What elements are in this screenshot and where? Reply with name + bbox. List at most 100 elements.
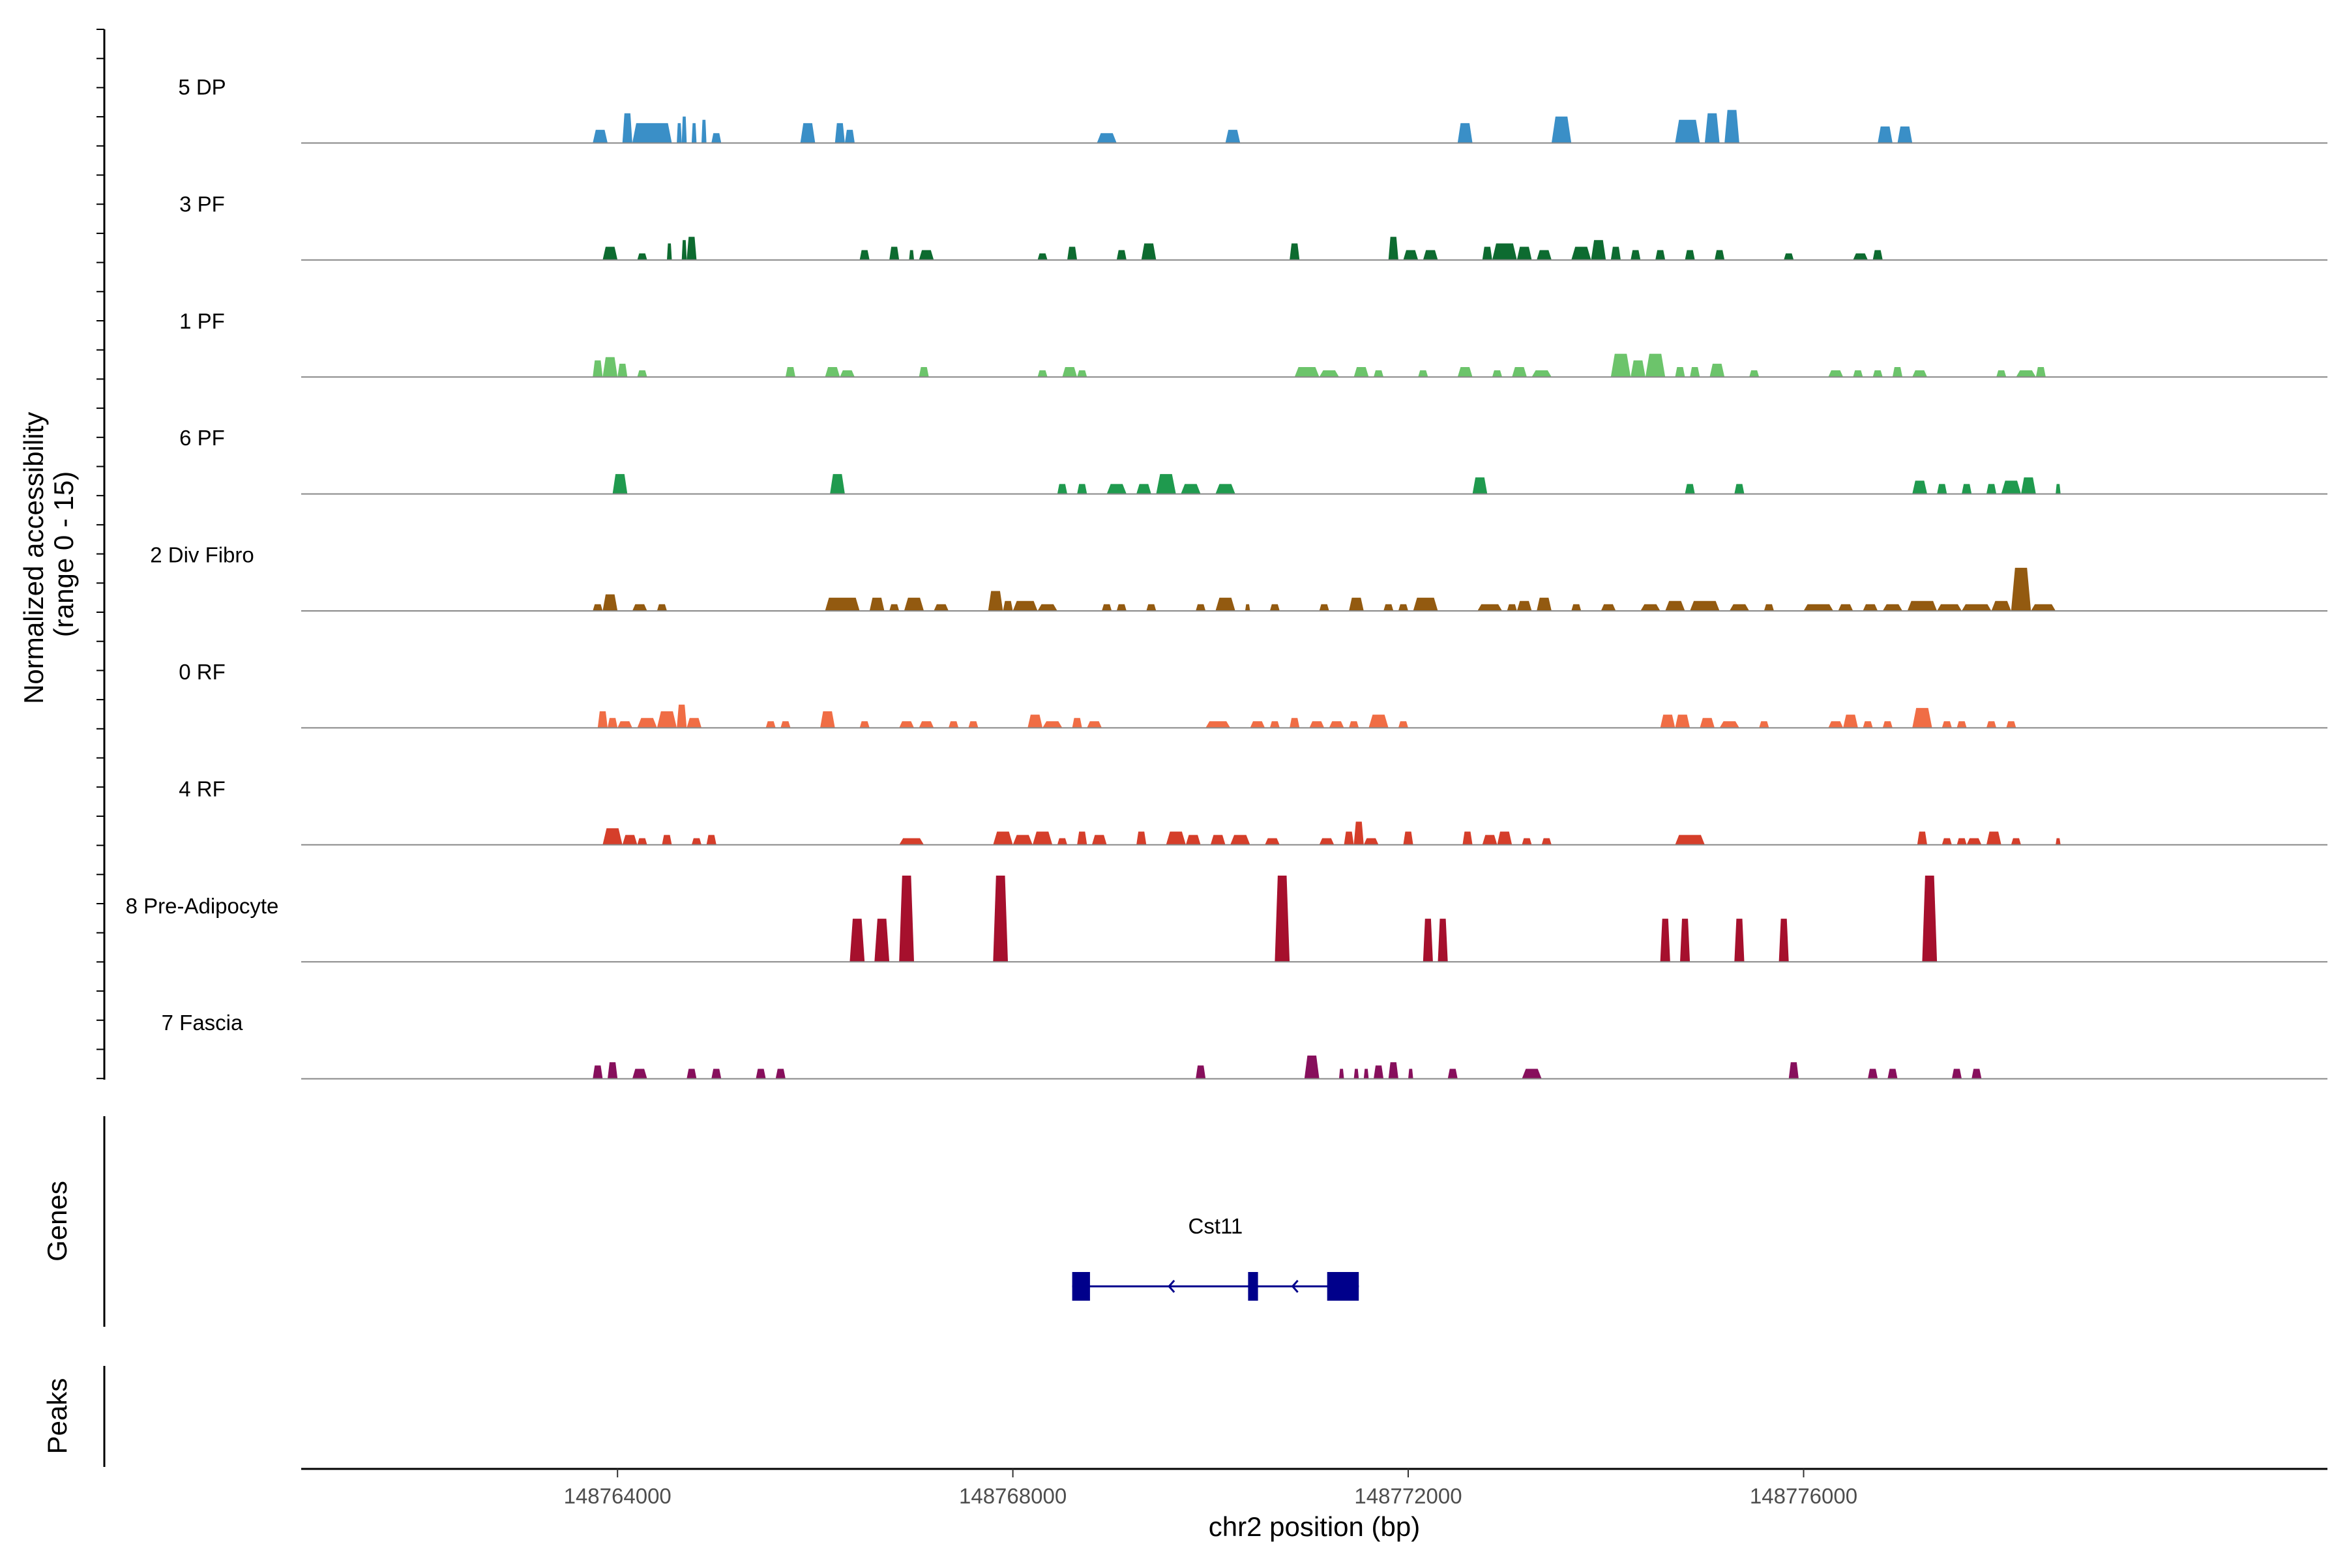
coverage-peak (756, 1069, 766, 1079)
coverage-peak (1892, 367, 1903, 377)
coverage-peak (1329, 721, 1344, 728)
coverage-peak (1374, 1065, 1384, 1079)
coverage-peak (949, 721, 959, 728)
coverage-peak (1087, 721, 1102, 728)
coverage-peak (1937, 484, 1947, 494)
coverage-peak (2011, 838, 2021, 845)
coverage-peak (1492, 370, 1503, 377)
coverage-peak (1368, 715, 1389, 728)
genes-track: Cst11 (1072, 1214, 1359, 1301)
coverage-peak (1734, 919, 1745, 962)
coverage-peak (1492, 243, 1517, 260)
track-label: 5 DP (178, 75, 226, 99)
coverage-peak (1863, 604, 1878, 611)
coverage-peak (1353, 821, 1364, 845)
gene-Cst11: Cst11 (1072, 1214, 1359, 1301)
coverage-peak (1788, 1062, 1799, 1079)
coverage-peak (657, 604, 667, 611)
track-5: 0 RF (179, 660, 2327, 729)
coverage-peak (1922, 876, 1938, 962)
coverage-peak (775, 1069, 786, 1079)
coverage-peak (1156, 474, 1176, 494)
coverage-peak (874, 919, 890, 962)
coverage-peak (2031, 604, 2056, 611)
coverage-peak (1640, 604, 1661, 611)
coverage-peak (608, 718, 618, 728)
peaks-panel-title: Peaks (42, 1378, 72, 1455)
coverage-peak (2006, 721, 2016, 728)
coverage-peak (1423, 919, 1433, 962)
coverage-peak (889, 604, 900, 611)
coverage-peak (1102, 604, 1112, 611)
coverage-peak (1205, 721, 1231, 728)
coverage-peak (2011, 567, 2031, 611)
track-2: 1 PF (179, 309, 2327, 378)
coverage-peak (1057, 838, 1067, 845)
coverage-peak (1353, 1069, 1359, 1079)
coverage-peak (706, 835, 716, 845)
coverage-peak (1230, 835, 1250, 845)
coverage-peak (1294, 367, 1320, 377)
coverage-peak (934, 604, 949, 611)
track-3: 6 PF (179, 426, 2327, 495)
coverage-peak (830, 474, 845, 494)
coverage-peak (919, 367, 929, 377)
coverage-peak (1956, 838, 1967, 845)
coverage-peak (1779, 919, 1789, 962)
coverage-peak (1853, 253, 1868, 260)
coverage-peak (1072, 718, 1082, 728)
coverage-peak (1457, 367, 1473, 377)
coverage-peak (1116, 604, 1127, 611)
coverage-peak (1675, 835, 1705, 845)
coverage-peak (1709, 363, 1725, 377)
coverage-peak (1704, 113, 1720, 143)
track-label: 8 Pre-Adipocyte (126, 894, 279, 918)
coverage-peak (602, 357, 618, 377)
coverage-peak (1986, 484, 1997, 494)
coverage-peak (686, 237, 697, 260)
coverage-peak (899, 721, 914, 728)
coverage-peak (1853, 370, 1863, 377)
coverage-peak (889, 246, 900, 260)
coverage-peak (1353, 367, 1369, 377)
coverage-peak (1645, 353, 1666, 377)
genes-panel-title: Genes (42, 1181, 72, 1262)
track-7: 8 Pre-Adipocyte (126, 876, 2327, 963)
coverage-peak (1383, 604, 1394, 611)
coverage-peak (1734, 484, 1745, 494)
coverage-peak (1912, 370, 1927, 377)
coverage-peak (1413, 597, 1438, 611)
coverage-peak (1215, 597, 1235, 611)
x-tick-label: 148768000 (959, 1484, 1067, 1508)
coverage-peak (993, 831, 1013, 845)
track-label: 3 PF (179, 192, 225, 216)
coverage-peak (1225, 130, 1241, 143)
coverage-peak (662, 835, 672, 845)
track-label: 2 Div Fibro (150, 543, 254, 567)
coverage-peak (593, 360, 603, 377)
coverage-peak (602, 246, 618, 260)
coverage-peak (1665, 600, 1685, 611)
coverage-peak (869, 597, 885, 611)
coverage-peak (1887, 1069, 1898, 1079)
coverage-peak (765, 721, 776, 728)
coverage-peak (1245, 604, 1250, 611)
coverage-peak (1912, 707, 1932, 728)
coverage-peak (1012, 835, 1033, 845)
coverage-peak (677, 704, 687, 728)
coverage-peak (1971, 1069, 1982, 1079)
coverage-peak (1042, 721, 1063, 728)
coverage-peak (1374, 370, 1384, 377)
coverage-peak (1408, 1069, 1413, 1079)
track-label: 1 PF (179, 309, 225, 333)
gene-exon (1327, 1272, 1359, 1301)
coverage-peak (1507, 604, 1517, 611)
coverage-peak (1729, 604, 1750, 611)
coverage-peak (1097, 133, 1117, 143)
coverage-peak (1996, 370, 2007, 377)
coverage-peak (632, 123, 672, 143)
coverage-peak (1136, 831, 1147, 845)
coverage-peak (1275, 876, 1290, 962)
coverage-peak (1571, 604, 1582, 611)
